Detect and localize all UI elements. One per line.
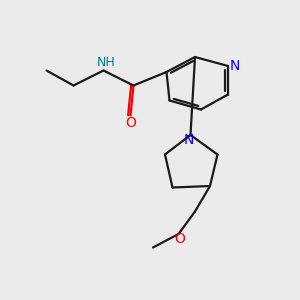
Text: N: N bbox=[184, 134, 194, 147]
Text: O: O bbox=[174, 232, 185, 246]
Text: NH: NH bbox=[97, 56, 116, 69]
Text: O: O bbox=[125, 116, 136, 130]
Text: N: N bbox=[230, 59, 240, 73]
